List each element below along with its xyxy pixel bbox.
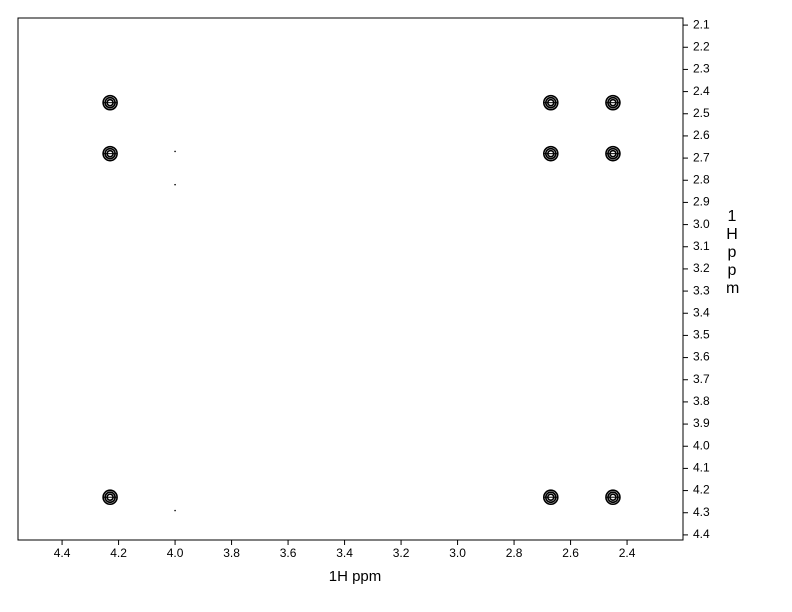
cross-peak <box>174 183 176 186</box>
y-tick-label: 2.1 <box>693 17 710 31</box>
x-tick-label: 2.4 <box>619 546 636 560</box>
y-tick-label: 3.0 <box>693 217 710 231</box>
cross-peak <box>102 489 118 506</box>
y-tick-label: 3.9 <box>693 416 710 430</box>
cross-peak <box>542 145 559 162</box>
y-tick-label: 2.8 <box>693 172 710 186</box>
y-tick-label: 3.5 <box>693 328 710 342</box>
y-tick-label: 4.2 <box>693 483 710 497</box>
y-tick-label: 2.7 <box>693 150 710 164</box>
contour <box>174 150 176 153</box>
x-axis-label: 1H ppm <box>329 568 382 585</box>
y-tick-label: 2.3 <box>693 62 710 76</box>
x-tick-label: 3.2 <box>393 546 410 560</box>
y-axis-label: 1H ppm <box>726 208 743 297</box>
y-tick-label: 4.1 <box>693 461 710 475</box>
cross-peak <box>174 509 176 512</box>
x-tick-label: 3.0 <box>449 546 466 560</box>
x-tick-label: 4.2 <box>110 546 127 560</box>
cross-peak <box>605 145 621 162</box>
y-tick-label: 3.3 <box>693 283 710 297</box>
x-tick-label: 2.8 <box>506 546 523 560</box>
y-tick-label: 3.1 <box>693 239 710 253</box>
cross-peak <box>174 150 176 153</box>
y-tick-label: 3.2 <box>693 261 710 275</box>
cross-peak <box>605 94 621 111</box>
y-tick-label: 3.8 <box>693 394 710 408</box>
cross-peak <box>102 145 118 162</box>
x-tick-label: 4.4 <box>54 546 71 560</box>
x-tick-label: 4.0 <box>167 546 184 560</box>
cross-peak <box>542 489 559 506</box>
contour <box>174 509 176 512</box>
y-tick-label: 2.9 <box>693 195 710 209</box>
x-tick-label: 3.4 <box>336 546 353 560</box>
y-tick-label: 2.2 <box>693 39 710 53</box>
y-tick-label: 3.7 <box>693 372 710 386</box>
y-tick-label: 2.5 <box>693 106 710 120</box>
cross-peak <box>542 94 559 111</box>
plot-frame <box>17 17 684 541</box>
cross-peak <box>605 489 621 506</box>
y-tick-label: 2.4 <box>693 84 710 98</box>
y-tick-label: 3.4 <box>693 305 710 319</box>
cross-peak <box>102 94 118 111</box>
y-tick-label: 2.6 <box>693 128 710 142</box>
x-tick-label: 2.6 <box>562 546 579 560</box>
y-tick-label: 3.6 <box>693 350 710 364</box>
x-tick-label: 3.8 <box>223 546 240 560</box>
y-tick-label: 4.3 <box>693 505 710 519</box>
x-tick-label: 3.6 <box>280 546 297 560</box>
y-tick-label: 4.0 <box>693 438 710 452</box>
contour <box>174 183 176 186</box>
y-tick-label: 4.4 <box>693 527 710 541</box>
